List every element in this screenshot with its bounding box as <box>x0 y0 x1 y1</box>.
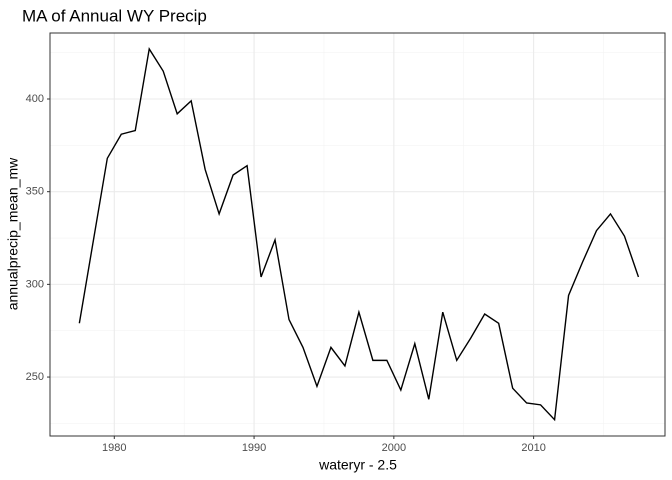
y-axis-label: annualprecip_mean_mw <box>5 157 21 310</box>
y-tick-label: 400 <box>26 93 44 105</box>
y-tick-label: 300 <box>26 278 44 290</box>
line <box>78 47 640 422</box>
chart-title: MA of Annual WY Precip <box>22 6 207 25</box>
plot <box>78 47 640 422</box>
x-tick-label: 2010 <box>521 442 545 454</box>
x-tick-label: 1990 <box>242 442 266 454</box>
panel-border <box>49 32 666 437</box>
y-tick-label: 350 <box>26 186 44 198</box>
x-tick-label: 1980 <box>102 442 126 454</box>
x-axis-label: wateryr - 2.5 <box>318 457 397 473</box>
grid <box>50 33 665 436</box>
y-tick-label: 250 <box>26 371 44 383</box>
x-tick-label: 2000 <box>382 442 406 454</box>
